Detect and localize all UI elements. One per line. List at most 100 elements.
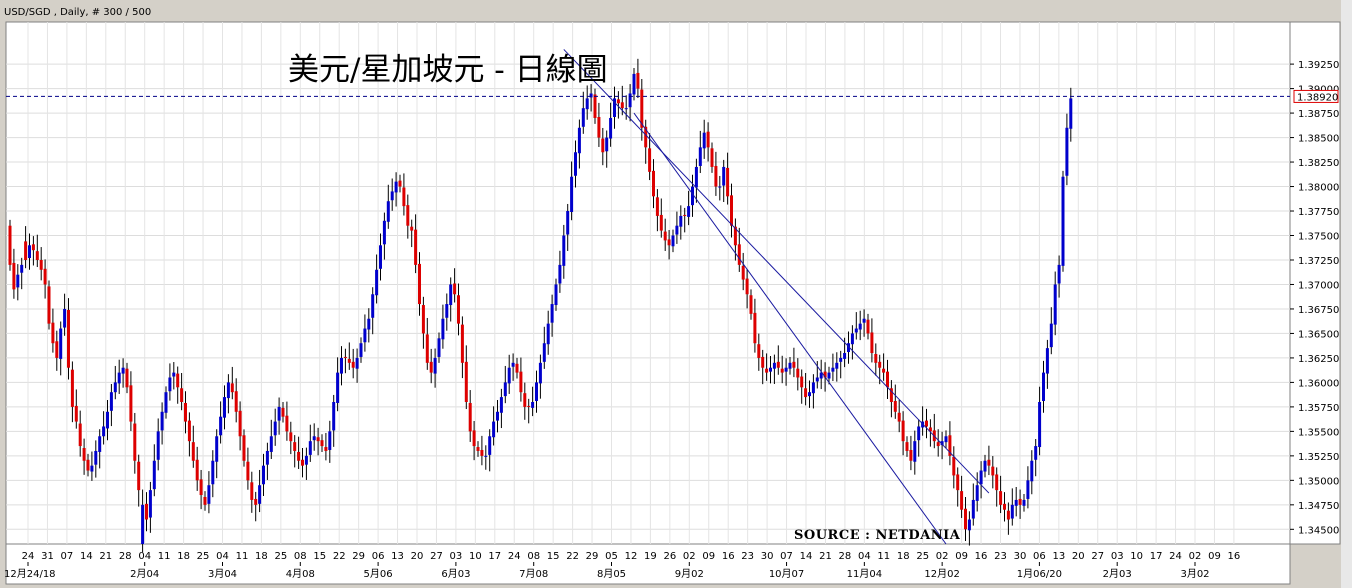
candle-body (999, 491, 1003, 505)
x-tick-label: 02 (936, 551, 949, 562)
candle-body (527, 405, 531, 407)
candle-body (238, 410, 242, 437)
candle-body (106, 411, 109, 429)
candle-body (375, 269, 379, 296)
candle-body (406, 205, 410, 226)
candle-body (1022, 499, 1026, 506)
x-tick-label: 08 (294, 551, 307, 562)
candle-body (679, 215, 683, 227)
candle-body (726, 167, 730, 197)
x-tick-label: 15 (547, 551, 560, 562)
candle-body (172, 372, 176, 377)
x-tick-label: 05 (605, 551, 618, 562)
x-tick-label: 11 (158, 551, 171, 562)
y-tick-label: 1.37250 (1298, 256, 1339, 267)
candle-body (694, 166, 698, 188)
candle-body (761, 356, 765, 368)
candle-body (823, 371, 827, 378)
candle-body (550, 304, 554, 323)
candle-body (843, 353, 847, 359)
candle-body (523, 393, 527, 407)
x-tick-label: 19 (644, 551, 657, 562)
candle-body (940, 441, 944, 446)
candle-body (831, 367, 835, 372)
candle-body (499, 397, 503, 413)
x-tick-label: 17 (1150, 551, 1163, 562)
candle-body (769, 367, 772, 372)
y-tick-label: 1.34500 (1298, 525, 1339, 536)
candle-body (371, 294, 375, 318)
month-label: 6月03 (441, 568, 470, 580)
month-label: 2月03 (1103, 568, 1132, 580)
candle-body (632, 73, 636, 95)
candle-body (425, 334, 429, 363)
y-tick-label: 1.35000 (1298, 476, 1339, 487)
candle-body (878, 361, 882, 368)
candle-body (706, 131, 710, 148)
candle-body (180, 388, 184, 402)
candle-body (535, 382, 538, 402)
candle-body (827, 372, 831, 379)
candle-body (148, 490, 152, 518)
candle-body (1014, 499, 1018, 506)
y-tick-label: 1.36750 (1298, 305, 1339, 316)
x-tick-label: 09 (1208, 551, 1221, 562)
candle-body (203, 496, 207, 505)
candle-body (967, 519, 971, 531)
candle-body (796, 368, 800, 378)
candle-body (542, 343, 546, 362)
candle-body (480, 449, 484, 456)
candle-body (484, 455, 488, 457)
candle-body (35, 251, 39, 260)
candle-body (63, 308, 67, 328)
candle-body (671, 235, 675, 247)
candle-body (449, 284, 453, 306)
candle-body (273, 421, 277, 436)
candle-body (386, 201, 390, 222)
candle-body (453, 283, 457, 295)
x-tick-label: 17 (488, 551, 501, 562)
x-tick-label: 30 (1014, 551, 1027, 562)
candle-body (558, 264, 562, 284)
x-tick-label: 09 (702, 551, 715, 562)
x-tick-label: 14 (800, 551, 813, 562)
y-tick-label: 1.37000 (1298, 280, 1339, 291)
candle-body (893, 401, 897, 412)
candle-body (230, 383, 234, 393)
candle-body (20, 264, 24, 273)
x-tick-label: 11 (877, 551, 890, 562)
y-tick-label: 1.36500 (1298, 329, 1339, 340)
candle-body (733, 226, 737, 246)
candle-body (948, 435, 952, 456)
candle-body (901, 420, 905, 442)
candle-body (925, 420, 928, 427)
candle-body (336, 372, 340, 403)
x-tick-label: 27 (1091, 551, 1104, 562)
candle-body (952, 456, 956, 476)
x-tick-label: 24 (1169, 551, 1182, 562)
candle-body (870, 332, 874, 354)
date-axis-panel (5, 543, 1291, 585)
candle-body (808, 392, 811, 397)
candle-body (1042, 372, 1045, 402)
candle-body (269, 436, 273, 452)
candle-body (749, 295, 753, 314)
candle-body (117, 372, 121, 384)
candle-body (628, 93, 632, 108)
candle-body (414, 229, 418, 265)
candle-body (562, 235, 566, 266)
chart-title: 美元/星加坡元 - 日線圖 (288, 52, 608, 88)
y-tick-label: 1.36250 (1298, 354, 1339, 365)
candle-body (601, 138, 605, 153)
candle-body (258, 485, 262, 504)
candle-body (223, 397, 226, 418)
candle-body (472, 430, 476, 447)
candle-body (55, 341, 59, 358)
candle-body (98, 436, 102, 452)
candle-body (1049, 323, 1053, 348)
candle-body (710, 148, 714, 167)
candle-body (31, 244, 35, 251)
x-tick-label: 18 (177, 551, 190, 562)
scrollbar[interactable] (1341, 0, 1352, 588)
candle-body (304, 455, 308, 465)
